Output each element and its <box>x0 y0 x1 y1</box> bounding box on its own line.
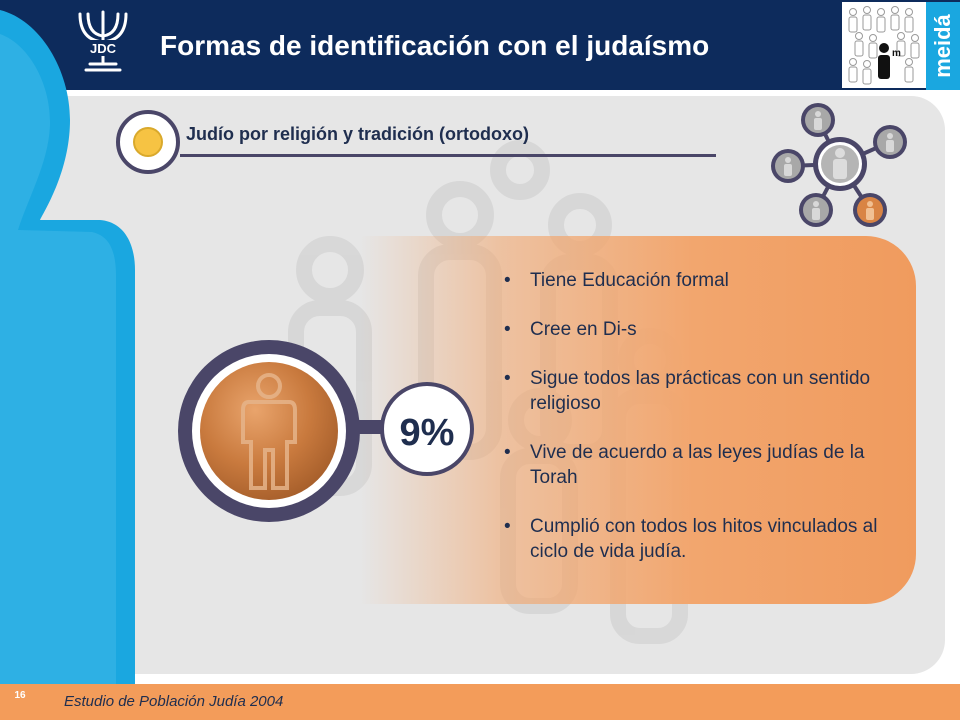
svg-text:m: m <box>892 48 901 59</box>
network-node-bottom-right-highlighted <box>853 193 887 227</box>
page-title: Formas de identificación con el judaísmo <box>160 30 710 61</box>
network-node-right <box>873 125 907 159</box>
characteristics-list: • Tiene Educación formal • Cree en Di-s • S… <box>504 268 894 588</box>
list-item: • Cree en Di-s <box>504 317 894 342</box>
meida-wordmark: meidá <box>926 2 960 90</box>
percentage-value: 9% <box>399 412 455 454</box>
people-crowd-icon: m <box>848 6 920 85</box>
footer-bar <box>0 684 960 720</box>
header-bar: JDC Formas de identificación con el juda… <box>0 0 960 90</box>
network-node-center <box>813 137 867 191</box>
list-item-text: Tiene Educación formal <box>530 270 729 291</box>
page-number: 16 <box>14 690 26 701</box>
bullet-mark: • <box>504 442 511 463</box>
subtitle-text: Judío por religión y tradición (ortodoxo… <box>186 124 529 144</box>
subtitle-section: Judío por religión y tradición (ortodoxo… <box>112 110 722 174</box>
list-item-text: Sigue todos las prácticas con un sentido… <box>530 368 871 414</box>
network-node-top <box>801 103 835 137</box>
footer-text: Estudio de Población Judía 2004 <box>64 693 284 710</box>
list-item-text: Cumplió con todos los hitos vinculados a… <box>530 516 878 562</box>
subtitle-underline <box>180 154 716 157</box>
percentage-badge: 9% <box>380 382 474 476</box>
list-item: • Vive de acuerdo a las leyes judías de l… <box>504 440 894 490</box>
list-item: • Cumplió con todos los hitos vinculados … <box>504 514 894 564</box>
bullet-mark: • <box>504 270 511 291</box>
list-item-text: Vive de acuerdo a las leyes judías de la… <box>530 442 865 488</box>
network-people-icon <box>771 103 907 227</box>
bullet-mark: • <box>504 319 511 340</box>
bullet-mark: • <box>504 368 511 389</box>
network-node-left <box>771 149 805 183</box>
list-item-text: Cree en Di-s <box>530 319 637 340</box>
person-icon <box>241 373 297 490</box>
bullet-mark: • <box>504 516 511 537</box>
subtitle-ring <box>116 110 180 174</box>
jdc-menorah-logo-icon: JDC <box>78 10 128 72</box>
jdc-logo-text: JDC <box>90 41 117 56</box>
yellow-dot-icon <box>133 127 163 157</box>
list-item: • Sigue todos las prácticas con un sentid… <box>504 366 894 416</box>
meida-word-text: meidá <box>930 14 955 78</box>
meida-brand-box: m meidá <box>840 0 960 90</box>
orange-sphere <box>200 362 338 500</box>
network-node-bottom-left <box>799 193 833 227</box>
big-ring <box>178 340 360 522</box>
list-item: • Tiene Educación formal <box>504 268 894 293</box>
